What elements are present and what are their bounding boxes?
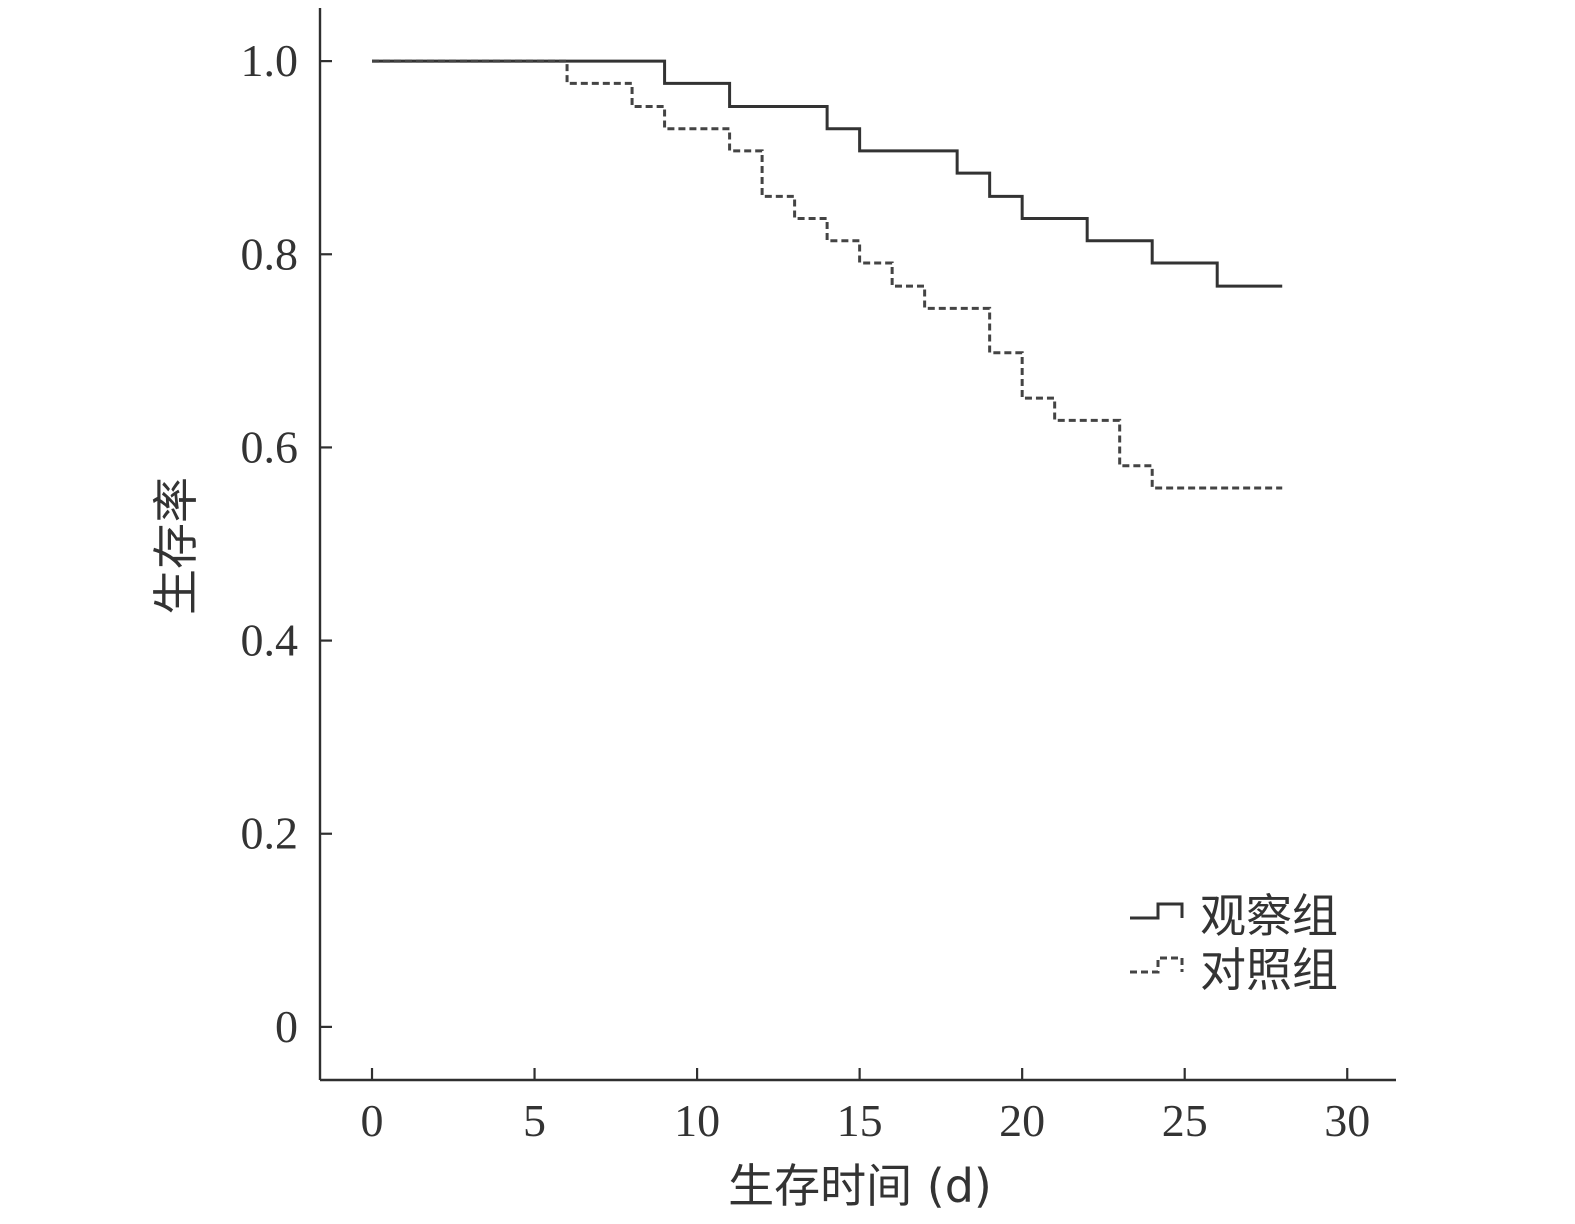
x-tick-label-25: 25 bbox=[1162, 1095, 1208, 1146]
y-tick-label-0: 0 bbox=[275, 1001, 298, 1052]
x-tick-label-0: 0 bbox=[361, 1095, 384, 1146]
y-tick-label-0.4: 0.4 bbox=[241, 615, 299, 666]
y-axis-title: 生存率 bbox=[149, 477, 203, 615]
legend-label-1: 观察组 bbox=[1200, 889, 1338, 943]
x-tick-label-30: 30 bbox=[1324, 1095, 1370, 1146]
y-tick-label-1.0: 1.0 bbox=[241, 35, 299, 86]
x-tick-label-10: 10 bbox=[674, 1095, 720, 1146]
y-tick-label-0.6: 0.6 bbox=[241, 421, 299, 472]
legend-symbol-1 bbox=[1130, 902, 1184, 920]
legend-symbol-2 bbox=[1130, 956, 1184, 974]
legend-label-2: 对照组 bbox=[1200, 943, 1338, 997]
x-tick-label-15: 15 bbox=[837, 1095, 883, 1146]
y-tick-label-0.8: 0.8 bbox=[241, 228, 299, 279]
x-axis-title: 生存时间 (d) bbox=[728, 1159, 992, 1213]
x-tick-label-20: 20 bbox=[999, 1095, 1045, 1146]
series-line-2 bbox=[372, 59, 1283, 490]
x-tick-label-5: 5 bbox=[523, 1095, 546, 1146]
y-tick-label-0.2: 0.2 bbox=[241, 808, 299, 859]
series-line-1 bbox=[372, 59, 1283, 288]
